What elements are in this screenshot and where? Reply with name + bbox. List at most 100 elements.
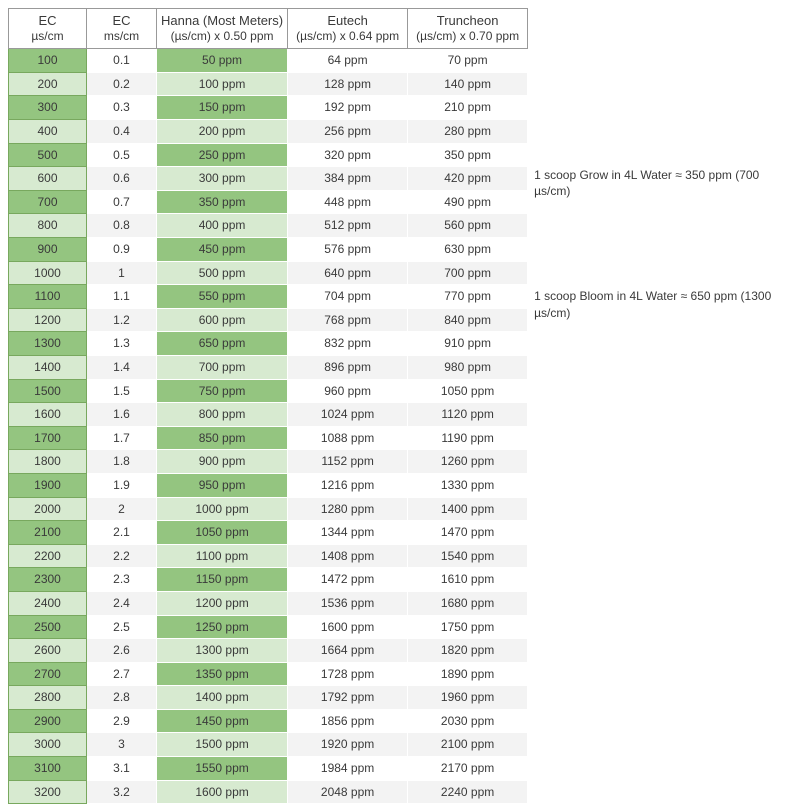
table-row: 5000.5250 ppm320 ppm350 ppm: [9, 143, 528, 167]
cell: 1.2: [87, 308, 157, 332]
cell: 2.7: [87, 662, 157, 686]
cell: 70 ppm: [408, 49, 528, 73]
cell: 400: [9, 120, 87, 144]
cell: 1700: [9, 426, 87, 450]
cell: 950 ppm: [157, 473, 288, 497]
cell: 600 ppm: [157, 308, 288, 332]
cell: 256 ppm: [288, 120, 408, 144]
cell: 2100: [9, 521, 87, 545]
cell: 630 ppm: [408, 238, 528, 262]
cell: 1.3: [87, 332, 157, 356]
cell: 650 ppm: [157, 332, 288, 356]
cell: 0.7: [87, 190, 157, 214]
cell: 640 ppm: [288, 261, 408, 285]
cell: 1408 ppm: [288, 544, 408, 568]
table-row: 26002.61300 ppm1664 ppm1820 ppm: [9, 639, 528, 663]
table-row: 29002.91450 ppm1856 ppm2030 ppm: [9, 709, 528, 733]
cell: 1260 ppm: [408, 450, 528, 474]
cell: 210 ppm: [408, 96, 528, 120]
cell: 1050 ppm: [157, 521, 288, 545]
cell: 1890 ppm: [408, 662, 528, 686]
col-subtitle: ms/cm: [91, 29, 152, 44]
cell: 1150 ppm: [157, 568, 288, 592]
cell: 1.5: [87, 379, 157, 403]
table-row: 25002.51250 ppm1600 ppm1750 ppm: [9, 615, 528, 639]
cell: 1400: [9, 355, 87, 379]
col-title: Hanna (Most Meters): [161, 13, 283, 29]
cell: 2.9: [87, 709, 157, 733]
cell: 1600: [9, 403, 87, 427]
cell: 1190 ppm: [408, 426, 528, 450]
cell: 1400 ppm: [157, 686, 288, 710]
cell: 770 ppm: [408, 285, 528, 309]
table-row: 18001.8900 ppm1152 ppm1260 ppm: [9, 450, 528, 474]
table-row: 23002.31150 ppm1472 ppm1610 ppm: [9, 568, 528, 592]
cell: 980 ppm: [408, 355, 528, 379]
cell: 1680 ppm: [408, 591, 528, 615]
cell: 3.1: [87, 757, 157, 781]
cell: 1200 ppm: [157, 591, 288, 615]
table-row: 9000.9450 ppm576 ppm630 ppm: [9, 238, 528, 262]
cell: 2.3: [87, 568, 157, 592]
cell: 0.5: [87, 143, 157, 167]
cell: 64 ppm: [288, 49, 408, 73]
cell: 250 ppm: [157, 143, 288, 167]
cell: 840 ppm: [408, 308, 528, 332]
cell: 3: [87, 733, 157, 757]
cell: 0.4: [87, 120, 157, 144]
cell: 2800: [9, 686, 87, 710]
col-header-4: Truncheon(µs/cm) x 0.70 ppm: [408, 9, 528, 49]
cell: 200: [9, 72, 87, 96]
cell: 2.4: [87, 591, 157, 615]
col-header-1: ECms/cm: [87, 9, 157, 49]
table-row: 10001500 ppm640 ppm700 ppm: [9, 261, 528, 285]
cell: 1820 ppm: [408, 639, 528, 663]
cell: 500: [9, 143, 87, 167]
col-header-3: Eutech(µs/cm) x 0.64 ppm: [288, 9, 408, 49]
col-title: EC: [91, 13, 152, 29]
cell: 1280 ppm: [288, 497, 408, 521]
cell: 1450 ppm: [157, 709, 288, 733]
cell: 1350 ppm: [157, 662, 288, 686]
table-row: 2000.2100 ppm128 ppm140 ppm: [9, 72, 528, 96]
cell: 192 ppm: [288, 96, 408, 120]
col-subtitle: (µs/cm) x 0.70 ppm: [412, 29, 523, 44]
cell: 2: [87, 497, 157, 521]
cell: 2030 ppm: [408, 709, 528, 733]
cell: 490 ppm: [408, 190, 528, 214]
cell: 1500 ppm: [157, 733, 288, 757]
cell: 350 ppm: [408, 143, 528, 167]
cell: 500 ppm: [157, 261, 288, 285]
cell: 3.2: [87, 780, 157, 804]
table-row: 21002.11050 ppm1344 ppm1470 ppm: [9, 521, 528, 545]
cell: 1728 ppm: [288, 662, 408, 686]
cell: 448 ppm: [288, 190, 408, 214]
cell: 1000 ppm: [157, 497, 288, 521]
cell: 1500: [9, 379, 87, 403]
cell: 1856 ppm: [288, 709, 408, 733]
table-row: 4000.4200 ppm256 ppm280 ppm: [9, 120, 528, 144]
table-row: 6000.6300 ppm384 ppm420 ppm: [9, 167, 528, 191]
cell: 2400: [9, 591, 87, 615]
cell: 150 ppm: [157, 96, 288, 120]
cell: 1920 ppm: [288, 733, 408, 757]
cell: 2.1: [87, 521, 157, 545]
cell: 450 ppm: [157, 238, 288, 262]
cell: 3000: [9, 733, 87, 757]
cell: 0.8: [87, 214, 157, 238]
table-row: 16001.6800 ppm1024 ppm1120 ppm: [9, 403, 528, 427]
cell: 1344 ppm: [288, 521, 408, 545]
cell: 1088 ppm: [288, 426, 408, 450]
cell: 0.9: [87, 238, 157, 262]
cell: 1216 ppm: [288, 473, 408, 497]
cell: 1470 ppm: [408, 521, 528, 545]
table-row: 17001.7850 ppm1088 ppm1190 ppm: [9, 426, 528, 450]
cell: 704 ppm: [288, 285, 408, 309]
cell: 1024 ppm: [288, 403, 408, 427]
cell: 1.8: [87, 450, 157, 474]
cell: 300: [9, 96, 87, 120]
col-subtitle: µs/cm: [13, 29, 82, 44]
cell: 1.1: [87, 285, 157, 309]
cell: 1610 ppm: [408, 568, 528, 592]
cell: 0.2: [87, 72, 157, 96]
